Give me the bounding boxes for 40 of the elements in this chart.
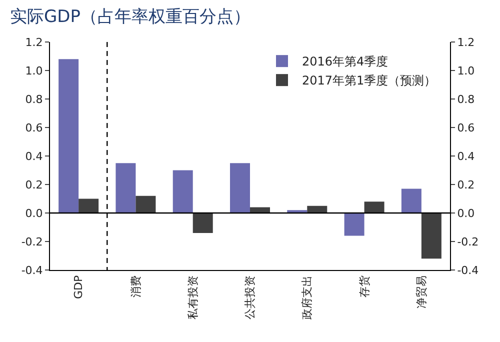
chart-title: 实际GDP（占年率权重百分点） [10, 7, 251, 28]
bar [421, 213, 442, 259]
bar [364, 202, 384, 213]
y-tick-label: 0.8 [25, 92, 43, 106]
x-tick-label: 政府支出 [300, 275, 314, 320]
legend-label: 2017年第1季度（预测） [302, 74, 436, 88]
y-tick-label: 1.2 [25, 36, 43, 49]
y2-tick-label: 0.4 [457, 150, 475, 163]
bar [172, 170, 193, 213]
x-tick-label: 净贸易 [415, 275, 428, 308]
y-tick-label: 0.2 [25, 178, 43, 192]
bar [192, 213, 213, 233]
y2-tick-label: -0.4 [457, 264, 479, 277]
y-tick-label: -0.2 [21, 235, 43, 248]
bar [78, 198, 99, 213]
y-tick-label: 0.4 [25, 150, 43, 163]
bar [401, 188, 422, 213]
x-tick-label: GDP [72, 275, 86, 300]
bar [58, 59, 79, 213]
y-tick-label: 0.0 [25, 206, 43, 220]
y2-tick-label: 0.6 [457, 121, 475, 134]
y2-tick-label: 0.8 [457, 92, 475, 106]
bar [116, 163, 136, 213]
y2-tick-label: 1.2 [457, 36, 475, 49]
y-tick-label: -0.4 [21, 264, 43, 277]
y2-tick-label: 1.0 [457, 64, 475, 78]
y-tick-label: 1.0 [25, 64, 43, 78]
bar [344, 213, 364, 236]
y-tick-label: 0.6 [25, 121, 43, 134]
bar [307, 206, 328, 213]
x-tick-label: 消费 [129, 275, 142, 298]
x-tick-label: 存货 [358, 275, 371, 298]
x-tick-label: 私有投资 [186, 275, 200, 320]
legend-label: 2016年第4季度 [302, 54, 388, 69]
x-tick-label: 公共投资 [244, 275, 257, 320]
y2-tick-label: 0.2 [457, 178, 475, 192]
y2-tick-label: 0.0 [457, 206, 475, 220]
bar [136, 196, 156, 213]
bar [230, 163, 250, 213]
y2-tick-label: -0.2 [457, 235, 479, 248]
